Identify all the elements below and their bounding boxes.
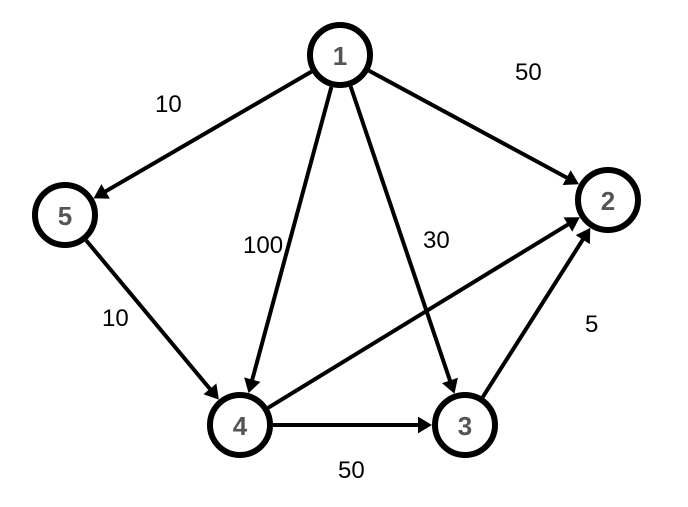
graph-diagram: 1 2 3 4 5 10 50 30 100 10 50 5	[0, 0, 688, 507]
node-label-4: 4	[233, 411, 248, 441]
edges-layer	[86, 71, 590, 434]
edge-label-5-4: 10	[102, 305, 129, 332]
node-label-3: 3	[458, 411, 472, 441]
edge-label-1-4: 100	[243, 232, 283, 259]
edge-1-5	[104, 72, 311, 192]
edge-label-3-2: 5	[585, 311, 598, 338]
node-4: 4	[210, 395, 270, 455]
arrowhead-1-4	[244, 377, 260, 393]
edge-labels-layer: 10 50 30 100 10 50 5	[102, 59, 598, 484]
node-label-5: 5	[58, 201, 72, 231]
edge-1-2	[369, 71, 568, 179]
edge-label-4-3: 50	[338, 457, 365, 484]
node-1: 1	[310, 25, 370, 85]
edge-label-1-5: 10	[155, 91, 182, 118]
edge-label-1-3: 30	[423, 227, 450, 254]
node-3: 3	[435, 395, 495, 455]
arrowhead-4-3	[418, 417, 432, 434]
edge-label-1-2: 50	[515, 59, 542, 86]
node-label-2: 2	[601, 186, 615, 216]
node-2: 2	[578, 170, 638, 230]
edge-3-2	[483, 238, 584, 397]
node-5: 5	[35, 185, 95, 245]
node-label-1: 1	[333, 41, 347, 71]
nodes-layer: 1 2 3 4 5	[35, 25, 638, 455]
edge-4-2	[268, 224, 569, 408]
